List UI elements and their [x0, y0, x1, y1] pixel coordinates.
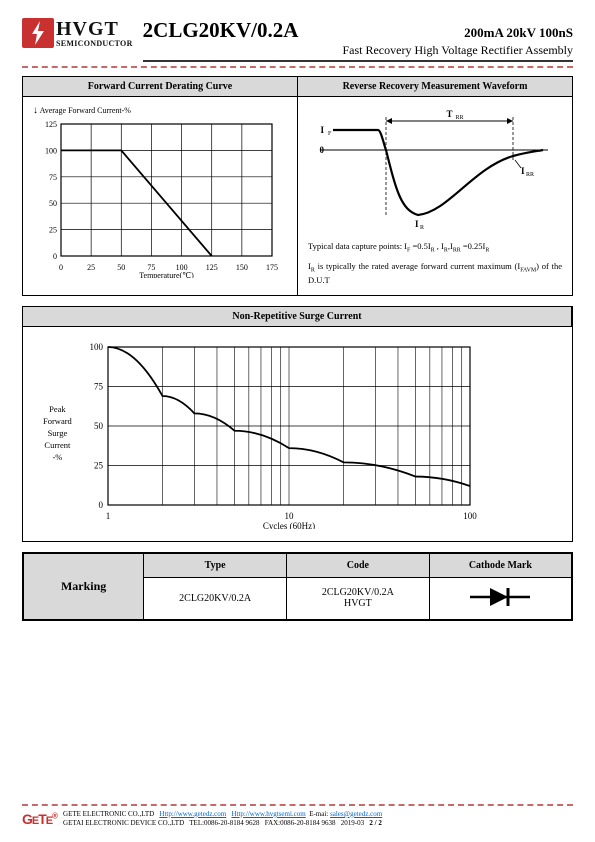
part-number: 2CLG20KV/0.2A: [143, 18, 299, 43]
panel-title-derating: Forward Current Derating Curve: [23, 77, 298, 97]
footer-company1: GETE ELECTRONIC CO.,LTD: [63, 810, 154, 818]
svg-text:1: 1: [106, 511, 111, 521]
logo: HVGT SEMICONDUCTOR: [22, 18, 133, 48]
svg-text:0: 0: [98, 500, 103, 510]
diode-icon: [470, 584, 530, 610]
footer-email[interactable]: sales@getedz.com: [330, 810, 382, 818]
panel-title-waveform: Reverse Recovery Measurement Waveform: [298, 77, 572, 97]
svg-text:Temperature(℃): Temperature(℃): [139, 271, 194, 278]
surge-ylabel: PeakForwardSurgeCurrent-%: [43, 404, 72, 463]
marking-code-val: 2CLG20KV/0.2AHVGT: [287, 577, 430, 620]
logo-bolt-icon: [22, 18, 54, 48]
svg-text:100: 100: [45, 146, 57, 155]
marking-rowhead: Marking: [23, 553, 144, 620]
derating-chart-cell: ↓ Average Forward Current-% 0 25 50 75 100 12…: [23, 97, 298, 295]
waveform-chart: TRRIF0IRIRR: [308, 105, 553, 235]
svg-text:RR: RR: [526, 172, 534, 178]
svg-text:25: 25: [94, 460, 104, 470]
svg-text:100: 100: [89, 342, 103, 352]
footer: GETE® GETE ELECTRONIC CO.,LTD Http://www…: [22, 804, 573, 828]
footer-logo: GETE®: [22, 811, 57, 827]
svg-text:50: 50: [94, 421, 104, 431]
svg-text:I: I: [320, 125, 324, 135]
svg-text:0: 0: [320, 145, 325, 155]
svg-text:125: 125: [45, 120, 57, 129]
svg-text:25: 25: [87, 263, 95, 272]
title-block: 2CLG20KV/0.2A 200mA 20kV 100nS Fast Reco…: [143, 18, 573, 62]
waveform-note1: Typical data capture points: IF =0.5IR ,…: [308, 241, 562, 255]
svg-text:Cycles (60Hz): Cycles (60Hz): [263, 521, 315, 529]
svg-text:R: R: [420, 225, 424, 231]
svg-text:25: 25: [49, 226, 57, 235]
svg-text:10: 10: [284, 511, 294, 521]
marking-cathode-cell: [429, 577, 572, 620]
svg-text:75: 75: [94, 381, 104, 391]
svg-text:F: F: [328, 131, 332, 137]
svg-text:0: 0: [53, 252, 57, 261]
marking-table: Marking Type Code Cathode Mark 2CLG20KV/…: [22, 552, 573, 621]
waveform-chart-cell: TRRIF0IRIRR Typical data capture points:…: [298, 97, 572, 295]
derating-chart: 02550751001251501750255075100125Temperat…: [33, 118, 278, 278]
svg-text:50: 50: [117, 263, 125, 272]
footer-company2: GETAI ELECTRONIC DEVICE CO.,LTD: [63, 819, 184, 827]
surge-chart: 0 25 50 75 100 1 10 100 Cycles (60Hz): [80, 339, 480, 529]
header: HVGT SEMICONDUCTOR 2CLG20KV/0.2A 200mA 2…: [22, 18, 573, 68]
marking-col-code: Code: [287, 553, 430, 578]
svg-text:T: T: [446, 109, 452, 119]
derating-ylabel-caption: ↓ Average Forward Current-%: [33, 105, 287, 116]
footer-date: 2019-03: [341, 819, 364, 827]
marking-type-val: 2CLG20KV/0.2A: [144, 577, 287, 620]
waveform-note2: IR is typically the rated average forwar…: [308, 261, 562, 287]
svg-text:125: 125: [206, 263, 218, 272]
panel-title-surge: Non-Repetitive Surge Current: [23, 307, 572, 327]
footer-tel: TEL:0086-20-8184 9628: [189, 819, 259, 827]
svg-text:100: 100: [463, 511, 477, 521]
logo-text-sub: SEMICONDUCTOR: [56, 39, 133, 48]
svg-text:175: 175: [266, 263, 278, 272]
footer-link1[interactable]: Http://www.getedz.com: [159, 810, 226, 818]
surge-chart-cell: PeakForwardSurgeCurrent-% 0 25 50 75 100 1 10 1…: [23, 327, 572, 541]
marking-col-type: Type: [144, 553, 287, 578]
svg-text:RR: RR: [456, 115, 464, 121]
footer-fax: FAX:0086-20-8184 9638: [265, 819, 336, 827]
footer-page: 2 / 2: [369, 819, 381, 827]
svg-text:I: I: [415, 219, 419, 229]
svg-text:75: 75: [49, 173, 57, 182]
panel-surge: Non-Repetitive Surge Current PeakForward…: [22, 306, 573, 542]
subtitle: Fast Recovery High Voltage Rectifier Ass…: [143, 43, 573, 58]
svg-text:I: I: [521, 166, 525, 176]
svg-text:150: 150: [236, 263, 248, 272]
logo-text-main: HVGT: [56, 19, 133, 39]
footer-email-label: E-mai:: [309, 810, 328, 818]
footer-link2[interactable]: Http://www.hvgtsemi.com: [231, 810, 305, 818]
specs: 200mA 20kV 100nS: [464, 25, 573, 41]
svg-text:50: 50: [49, 199, 57, 208]
svg-text:0: 0: [59, 263, 63, 272]
marking-col-cathode: Cathode Mark: [429, 553, 572, 578]
panel-charts-top: Forward Current Derating Curve Reverse R…: [22, 76, 573, 296]
